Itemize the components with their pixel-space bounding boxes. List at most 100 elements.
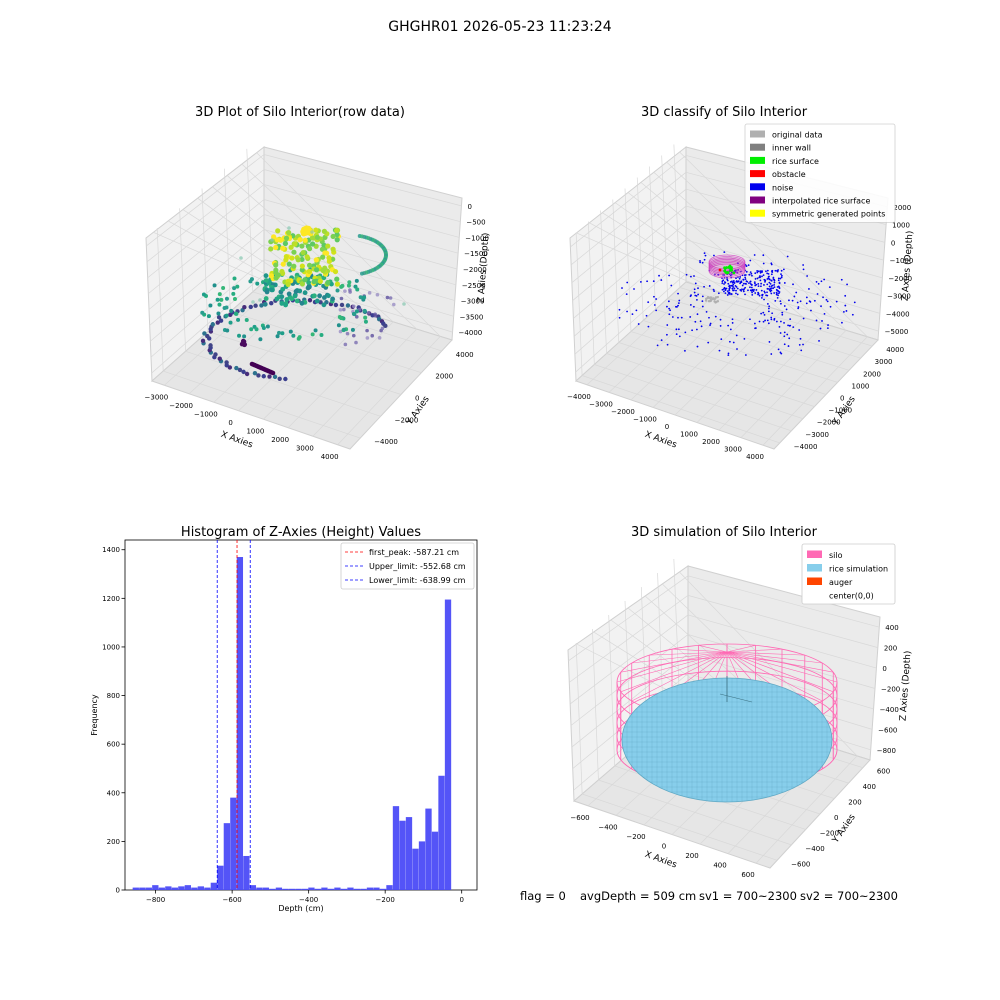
y-tick-label: 0 [840,395,844,403]
data-point [291,263,297,269]
legend-label: rice surface [772,157,819,166]
grid-line [575,273,687,373]
legend-swatch [750,130,765,138]
noise-point [742,278,745,281]
original-point [716,295,720,299]
data-point [283,235,290,241]
chart3-xlabel: Depth (cm) [278,904,323,913]
grid-line [600,210,607,354]
legend-label: inner wall [772,144,811,153]
z-tick-label: 0 [467,203,471,211]
noise-point [789,318,792,321]
noise-point [770,353,773,355]
panel-simulation: 3D simulation of Silo Interior −600 −400 −… [567,525,913,879]
data-point [295,257,301,263]
noise-point [786,333,789,336]
histogram-bar [347,887,354,890]
noise-point [720,338,723,341]
x-tick-label: −400 [299,896,318,904]
noise-point [735,277,737,280]
z-tick-label: −1500 [464,250,488,258]
y-tick-label: 200 [107,838,120,846]
chart3-xticks: −800 −600 −400 −200 0 [146,890,464,904]
noise-point [741,284,744,287]
histogram-bar [438,775,445,890]
x-tick-label: 1000 [680,431,698,439]
noise-point [766,294,769,297]
noise-point [684,331,687,334]
data-point [383,323,388,329]
noise-point [744,286,747,289]
z-tick-label: 400 [885,624,898,632]
data-point [299,300,305,306]
noise-point [742,282,745,285]
data-point [219,297,224,302]
legend-label: silo [829,551,843,560]
chart2-yticks: −4000 −3000 −2000 −1000 0 1000 2000 3000 4000 [794,346,904,451]
x-tick-label: 200 [685,852,698,860]
noise-point [692,305,695,308]
data-point [269,301,274,306]
noise-point [655,298,658,300]
data-point [224,313,229,318]
status-avg-depth: avgDepth = 509 cm [580,889,696,903]
noise-point [753,281,756,284]
data-point [314,298,320,304]
data-point [261,374,266,379]
data-point [231,291,236,296]
silo-roof-line [649,651,728,656]
data-point [215,297,220,302]
data-point [263,278,269,283]
data-point [365,328,369,333]
histogram-bar [405,817,413,890]
noise-point [766,269,769,272]
grid-line [576,232,697,286]
grid-line [627,192,783,312]
noise-point [750,286,753,289]
z-tick-label: 2000 [893,204,911,212]
noise-point [729,328,732,331]
data-point [279,301,285,306]
data-point [271,234,277,240]
noise-point [751,293,754,296]
legend-label: symmetric generated points [772,210,885,219]
noise-point [749,283,752,285]
data-point [258,337,263,342]
data-point [347,280,352,285]
data-point [325,243,331,249]
noise-point [765,270,767,273]
data-point [237,367,243,373]
noise-point [774,299,777,302]
y-tick-label: 1000 [102,643,120,651]
noise-point [775,293,778,296]
noise-point [749,271,752,274]
noise-point [767,322,770,325]
interpolated-surface [708,263,746,279]
legend-label: center(0,0) [829,592,874,601]
noise-point [802,343,804,346]
noise-point [745,270,748,273]
grid-line [655,309,850,371]
data-point [270,370,276,376]
z-tick-label: −400 [880,706,899,714]
noise-point [796,301,799,304]
noise-point [744,276,747,279]
noise-point [712,288,715,291]
noise-point [783,335,786,338]
histogram-bar [275,887,283,890]
noise-point [766,291,768,294]
noise-point [730,284,733,287]
grid-line [185,350,381,417]
data-point [306,246,313,252]
noise-point [731,318,734,321]
grid-line [685,256,880,314]
y-tick-label: 400 [863,783,876,791]
histogram-bar [217,865,224,890]
noise-point [783,282,786,284]
data-point [343,289,347,293]
data-point [206,314,211,319]
noise-point [786,255,789,258]
data-point [291,333,296,338]
data-point [391,302,396,307]
noise-point [754,292,757,294]
